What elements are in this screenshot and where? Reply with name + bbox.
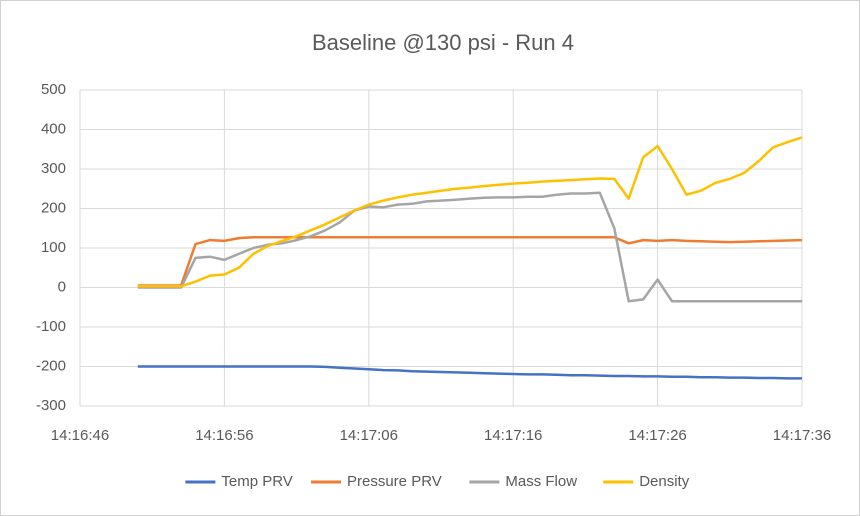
y-tick-label: 300 <box>41 160 66 177</box>
series-line <box>137 136 803 288</box>
y-tick-label: 0 <box>58 278 66 295</box>
y-tick-label: -300 <box>36 397 66 414</box>
legend-label: Density <box>639 473 690 490</box>
y-tick-label: -200 <box>36 357 66 374</box>
series-line <box>137 236 803 287</box>
x-tick-label: 14:16:56 <box>195 427 253 444</box>
legend-label: Pressure PRV <box>347 473 442 490</box>
x-tick-label: 14:17:16 <box>484 427 542 444</box>
series-line <box>137 191 802 303</box>
x-tick-label: 14:17:26 <box>628 427 686 444</box>
chart-title: Baseline @130 psi - Run 4 <box>312 30 574 55</box>
y-tick-label: 100 <box>41 239 66 256</box>
x-tick-label: 14:17:06 <box>340 427 398 444</box>
y-tick-label: 400 <box>41 120 66 137</box>
y-tick-label: 500 <box>41 81 66 98</box>
legend-label: Temp PRV <box>221 473 292 490</box>
x-tick-label: 14:16:46 <box>51 427 109 444</box>
series-line <box>137 365 802 380</box>
legend-label: Mass Flow <box>505 473 577 490</box>
x-tick-label: 14:17:36 <box>773 427 831 444</box>
y-tick-label: -100 <box>36 318 66 335</box>
y-tick-label: 200 <box>41 199 66 216</box>
